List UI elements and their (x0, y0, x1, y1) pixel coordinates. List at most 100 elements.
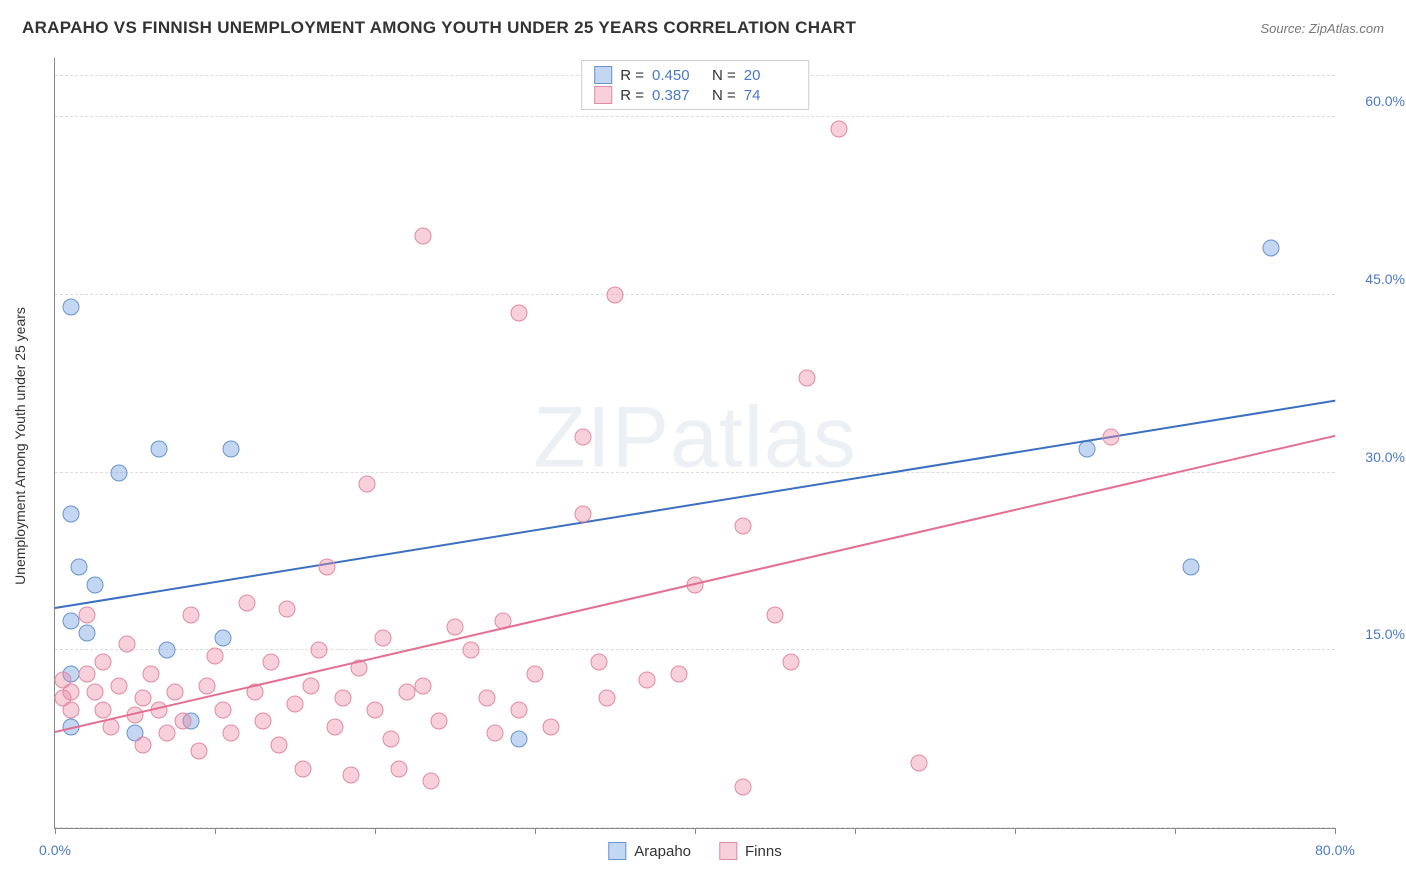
legend-item-finns: Finns (719, 842, 782, 860)
data-point (295, 760, 312, 777)
data-point (607, 286, 624, 303)
data-point (135, 689, 152, 706)
plot-area: ZIPatlas R = 0.450 N = 20 R = 0.387 N = … (54, 58, 1335, 829)
data-point (119, 636, 136, 653)
data-point (111, 677, 128, 694)
x-tick-label: 0.0% (39, 842, 71, 858)
x-tick (1015, 828, 1017, 834)
data-point (135, 737, 152, 754)
data-point (671, 666, 688, 683)
data-point (63, 612, 80, 629)
gridline (55, 116, 1335, 117)
data-point (423, 772, 440, 789)
legend-swatch-finns (594, 86, 612, 104)
legend-stats-row: R = 0.387 N = 74 (594, 85, 796, 105)
x-tick (1335, 828, 1337, 834)
data-point (207, 648, 224, 665)
data-point (591, 654, 608, 671)
data-point (111, 464, 128, 481)
data-point (399, 683, 416, 700)
data-point (95, 654, 112, 671)
chart-title: ARAPAHO VS FINNISH UNEMPLOYMENT AMONG YO… (22, 18, 856, 38)
data-point (415, 227, 432, 244)
y-tick-label: 15.0% (1345, 626, 1405, 642)
data-point (599, 689, 616, 706)
legend-swatch-finns (719, 842, 737, 860)
data-point (1103, 429, 1120, 446)
data-point (1183, 559, 1200, 576)
data-point (71, 559, 88, 576)
data-point (215, 701, 232, 718)
data-point (575, 506, 592, 523)
data-point (335, 689, 352, 706)
data-point (215, 630, 232, 647)
data-point (87, 683, 104, 700)
data-point (63, 506, 80, 523)
data-point (87, 577, 104, 594)
data-point (191, 743, 208, 760)
data-point (175, 713, 192, 730)
x-tick (695, 828, 697, 834)
data-point (543, 719, 560, 736)
data-point (479, 689, 496, 706)
data-point (287, 695, 304, 712)
data-point (255, 713, 272, 730)
gridline (55, 649, 1335, 650)
data-point (223, 725, 240, 742)
x-tick (855, 828, 857, 834)
y-tick-label: 60.0% (1345, 93, 1405, 109)
data-point (383, 731, 400, 748)
data-point (487, 725, 504, 742)
data-point (263, 654, 280, 671)
data-point (799, 369, 816, 386)
y-tick-label: 30.0% (1345, 449, 1405, 465)
data-point (783, 654, 800, 671)
y-axis-label: Unemployment Among Youth under 25 years (12, 307, 28, 585)
x-tick (1175, 828, 1177, 834)
legend-item-arapaho: Arapaho (608, 842, 691, 860)
data-point (79, 624, 96, 641)
data-point (831, 121, 848, 138)
gridline (55, 294, 1335, 295)
data-point (311, 642, 328, 659)
data-point (151, 440, 168, 457)
chart-source: Source: ZipAtlas.com (1260, 21, 1384, 36)
x-tick (375, 828, 377, 834)
data-point (223, 440, 240, 457)
data-point (79, 606, 96, 623)
data-point (391, 760, 408, 777)
y-tick-label: 45.0% (1345, 271, 1405, 287)
data-point (527, 666, 544, 683)
data-point (327, 719, 344, 736)
data-point (319, 559, 336, 576)
data-point (143, 666, 160, 683)
legend-stats: R = 0.450 N = 20 R = 0.387 N = 74 (581, 60, 809, 110)
data-point (511, 701, 528, 718)
data-point (199, 677, 216, 694)
data-point (431, 713, 448, 730)
data-point (359, 476, 376, 493)
x-tick (535, 828, 537, 834)
data-point (735, 517, 752, 534)
data-point (367, 701, 384, 718)
data-point (575, 429, 592, 446)
data-point (279, 600, 296, 617)
legend-swatch-arapaho (608, 842, 626, 860)
data-point (911, 754, 928, 771)
data-point (343, 766, 360, 783)
data-point (159, 725, 176, 742)
data-point (63, 298, 80, 315)
x-tick (55, 828, 57, 834)
data-point (63, 701, 80, 718)
gridline (55, 472, 1335, 473)
trend-line (55, 435, 1335, 733)
data-point (95, 701, 112, 718)
data-point (167, 683, 184, 700)
data-point (375, 630, 392, 647)
legend-stats-row: R = 0.450 N = 20 (594, 65, 796, 85)
data-point (767, 606, 784, 623)
data-point (239, 594, 256, 611)
data-point (511, 731, 528, 748)
data-point (511, 304, 528, 321)
data-point (415, 677, 432, 694)
